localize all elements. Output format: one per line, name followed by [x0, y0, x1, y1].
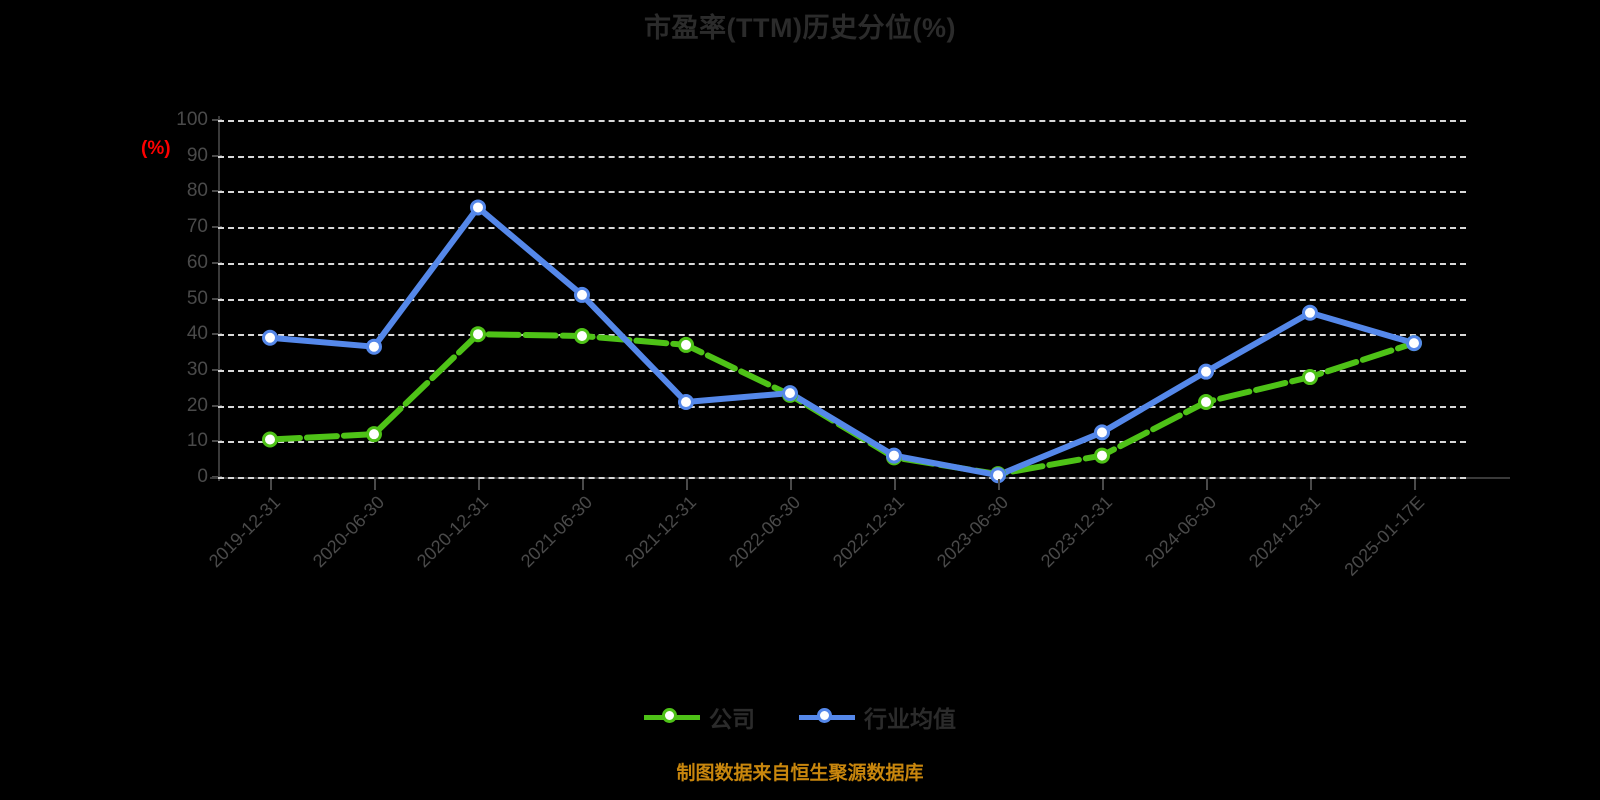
legend-item-0[interactable]: 公司 — [644, 700, 755, 734]
y-axis-tick-mark — [212, 261, 222, 264]
x-axis-tick-mark — [1310, 479, 1312, 490]
data-point[interactable] — [1198, 394, 1214, 411]
y-axis-tick-mark — [212, 119, 222, 121]
y-axis-tick-mark — [212, 440, 222, 443]
legend-label: 行业均值 — [864, 706, 956, 732]
data-point[interactable] — [1094, 424, 1110, 441]
x-axis-tick-mark — [894, 479, 896, 490]
data-point[interactable] — [470, 199, 486, 216]
legend-label: 公司 — [709, 706, 755, 732]
data-point[interactable] — [1198, 363, 1214, 380]
y-axis-tick-label: 90 — [186, 144, 208, 166]
series-lines — [262, 199, 1422, 484]
gridline — [218, 405, 1466, 408]
y-axis-tick-label: 0 — [197, 466, 208, 487]
series-line-0 — [267, 331, 1417, 478]
x-axis-tick-mark — [1102, 479, 1104, 490]
data-point[interactable] — [1302, 369, 1318, 386]
x-axis-tick-mark — [686, 479, 688, 490]
series-line-1 — [267, 204, 1417, 479]
y-axis-tick-label: 60 — [186, 251, 208, 273]
legend-item-1[interactable]: 行业均值 — [799, 700, 956, 734]
legend-swatch-icon — [799, 707, 855, 727]
y-axis-tick-mark — [212, 190, 222, 193]
x-axis-tick-mark — [374, 479, 376, 490]
gridline — [218, 334, 1466, 337]
gridline — [218, 441, 1466, 444]
x-axis-tick-mark — [790, 479, 792, 490]
y-axis-unit-label: (%) — [141, 138, 171, 159]
data-point[interactable] — [782, 385, 798, 402]
plot-area — [218, 120, 1466, 484]
data-point[interactable] — [574, 327, 590, 344]
data-point[interactable] — [886, 447, 902, 464]
y-axis-tick-mark — [212, 333, 222, 336]
data-point[interactable] — [678, 336, 694, 353]
y-axis-tick-mark — [212, 154, 222, 157]
gridline — [218, 155, 1466, 158]
data-point[interactable] — [1406, 335, 1422, 352]
legend: 公司 行业均值 — [0, 700, 1600, 734]
y-axis-tick-label: 10 — [186, 430, 208, 452]
x-axis-tick-mark — [998, 479, 1000, 490]
gridline — [218, 262, 1466, 265]
y-axis-tick-mark — [212, 404, 222, 407]
gridline — [218, 477, 1466, 479]
y-axis-tick-label: 30 — [186, 358, 208, 380]
x-axis-tick-mark — [1414, 479, 1416, 490]
y-axis-tick-mark — [212, 226, 222, 229]
data-point[interactable] — [1302, 304, 1318, 321]
footer-note: 制图数据来自恒生聚源数据库 — [676, 763, 924, 784]
y-axis-tick-label: 50 — [186, 287, 208, 309]
x-axis-tick-mark — [270, 479, 272, 490]
gridlines — [218, 120, 1466, 479]
gridline — [218, 369, 1466, 372]
data-point[interactable] — [262, 431, 278, 448]
data-point[interactable] — [366, 338, 382, 355]
data-point[interactable] — [262, 329, 278, 346]
x-axis-tick-mark — [582, 479, 584, 490]
y-axis-tick-label: 100 — [176, 109, 208, 130]
y-axis-tick-mark — [212, 368, 222, 371]
data-point[interactable] — [366, 426, 382, 443]
y-axis-tick-label: 40 — [186, 323, 208, 345]
y-axis-tick-label: 20 — [186, 394, 208, 416]
y-axis-tick-label: 80 — [186, 180, 208, 202]
gridline — [218, 191, 1466, 194]
data-point[interactable] — [470, 326, 486, 343]
gridline — [218, 298, 1466, 301]
gridline — [218, 120, 1466, 122]
x-axis-tick-mark — [478, 479, 480, 490]
data-point[interactable] — [574, 286, 590, 303]
legend-swatch-icon — [644, 707, 700, 727]
y-axis-tick-mark — [212, 297, 222, 300]
gridline — [218, 227, 1466, 230]
page-title: 市盈率(TTM)历史分位(%) — [644, 13, 956, 43]
y-axis-tick-labels: 0 10 20 30 40 50 60 70 80 90 100 — [130, 109, 208, 487]
x-axis-tick-mark — [1206, 479, 1208, 490]
y-axis-tick-label: 70 — [186, 216, 208, 238]
data-point[interactable] — [1094, 447, 1110, 464]
data-point[interactable] — [678, 394, 694, 411]
